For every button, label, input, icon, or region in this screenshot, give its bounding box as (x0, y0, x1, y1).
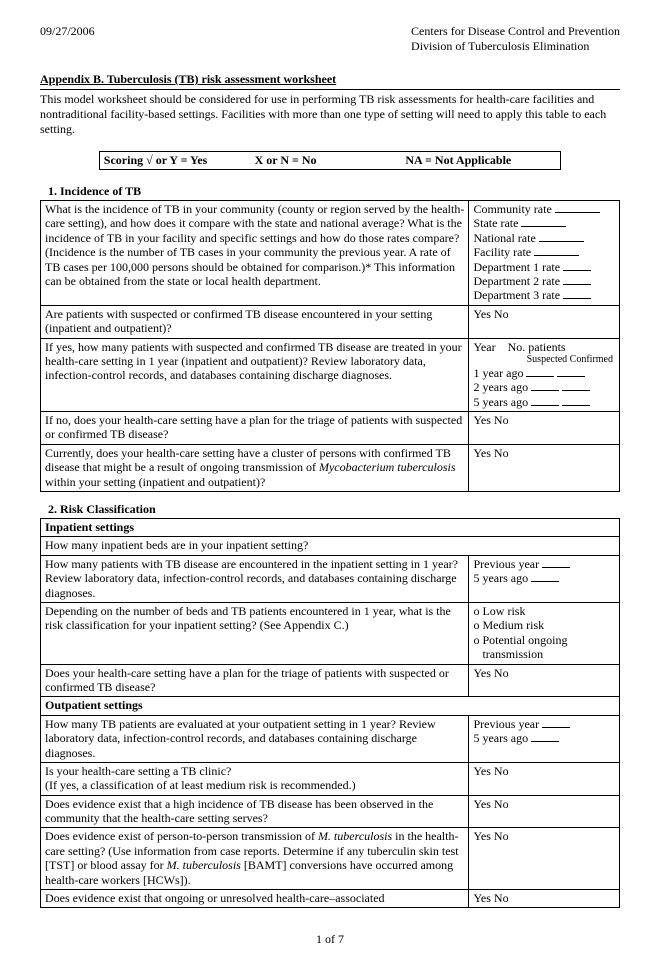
s2-ir3-question: Depending on the number of beds and TB p… (41, 602, 469, 664)
scoring-no: X or N = No (255, 153, 406, 168)
s2-ir2-answer: Previous year 5 years ago (469, 555, 620, 602)
header-org: Centers for Disease Control and Preventi… (411, 24, 620, 54)
scoring-legend: Scoring √ or Y = Yes X or N = No NA = No… (99, 151, 561, 170)
document-title: Appendix B. Tuberculosis (TB) risk asses… (40, 72, 620, 87)
header-date: 09/27/2006 (40, 24, 95, 54)
s1-r1-question: What is the incidence of TB in your comm… (41, 201, 469, 306)
section-1-table: What is the incidence of TB in your comm… (40, 200, 620, 492)
s2-or2-question: Is your health-care setting a TB clinic?… (41, 762, 469, 795)
scoring-na: NA = Not Applicable (405, 153, 556, 168)
s2-or4-question: Does evidence exist of person-to-person … (41, 828, 469, 890)
s1-r1-answer: Community rate State rate National rate … (469, 201, 620, 306)
s1-r3-answer: Year No. patients Suspected Confirmed 1 … (469, 338, 620, 412)
scoring-yes: Scoring √ or Y = Yes (104, 153, 255, 168)
s2-ir2-question: How many patients with TB disease are en… (41, 555, 469, 602)
s1-r4-question: If no, does your health-care setting hav… (41, 412, 469, 445)
s1-r5-answer: Yes No (469, 444, 620, 491)
s2-or3-answer: Yes No (469, 795, 620, 828)
section-1-head: 1. Incidence of TB (48, 184, 620, 199)
page-footer: 1 of 7 (40, 932, 620, 947)
s2-or4-answer: Yes No (469, 828, 620, 890)
intro-text: This model worksheet should be considere… (40, 89, 620, 137)
s2-or5-question: Does evidence exist that ongoing or unre… (41, 890, 469, 908)
s2-or2-answer: Yes No (469, 762, 620, 795)
s2-or3-question: Does evidence exist that a high incidenc… (41, 795, 469, 828)
s1-r2-answer: Yes No (469, 305, 620, 338)
s2-or1-question: How many TB patients are evaluated at yo… (41, 715, 469, 762)
header-org-line2: Division of Tuberculosis Elimination (411, 39, 620, 54)
s2-ir1: How many inpatient beds are in your inpa… (41, 537, 620, 555)
s2-or1-answer: Previous year 5 years ago (469, 715, 620, 762)
s1-r5-question: Currently, does your health-care setting… (41, 444, 469, 491)
section-2-head: 2. Risk Classification (48, 502, 620, 517)
section-2-table: Inpatient settings How many inpatient be… (40, 518, 620, 908)
page-header: 09/27/2006 Centers for Disease Control a… (40, 24, 620, 54)
s2-ir4-answer: Yes No (469, 664, 620, 697)
s1-r4-answer: Yes No (469, 412, 620, 445)
s1-r3-question: If yes, how many patients with suspected… (41, 338, 469, 412)
header-org-line1: Centers for Disease Control and Preventi… (411, 24, 620, 39)
s2-ir3-answer: o Low risk o Medium risk o Potential ong… (469, 602, 620, 664)
s2-inpatient-subhead: Inpatient settings (41, 519, 620, 537)
s2-or5-answer: Yes No (469, 890, 620, 908)
s1-r2-question: Are patients with suspected or confirmed… (41, 305, 469, 338)
s2-outpatient-subhead: Outpatient settings (41, 697, 620, 715)
s2-ir4-question: Does your health-care setting have a pla… (41, 664, 469, 697)
